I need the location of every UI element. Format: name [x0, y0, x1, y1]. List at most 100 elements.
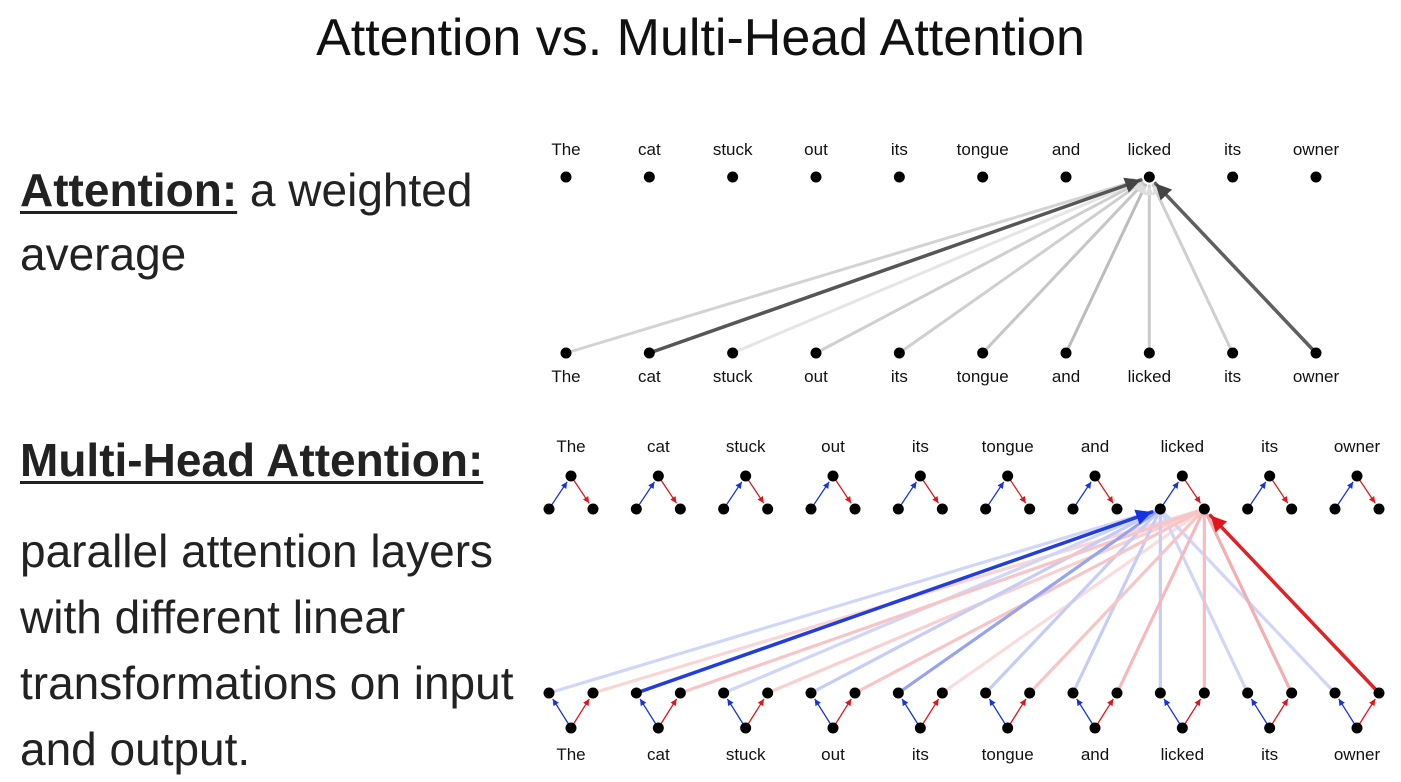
- mha-bottom-token-label: its: [912, 745, 929, 764]
- mha-bottom-head2-node: [1373, 687, 1385, 699]
- top-token-node: [977, 171, 989, 183]
- mha-top-head2-node: [587, 503, 599, 515]
- mha-top-token-node: [1089, 470, 1101, 482]
- bottom-token-label: stuck: [713, 367, 753, 386]
- mha-top-head1-node: [1329, 503, 1341, 515]
- top-token-label: The: [551, 140, 580, 159]
- attention-edge: [647, 177, 1143, 355]
- top-token-label: out: [804, 140, 828, 159]
- head2-input-projection: [1094, 698, 1114, 729]
- mha-bottom-token-label: cat: [647, 745, 670, 764]
- bottom-token-node: [643, 347, 655, 359]
- multihead-attention-heading: Multi-Head Attention:: [20, 428, 483, 492]
- top-token-label: its: [891, 140, 908, 159]
- mha-bottom-head1-node: [1242, 687, 1254, 699]
- top-token-node: [810, 171, 822, 183]
- attention-definition: Attention: a weighted average: [20, 158, 510, 286]
- mha-top-token-label: stuck: [726, 437, 766, 456]
- head1-input-projection: [814, 698, 834, 729]
- bottom-token-label: tongue: [957, 367, 1009, 386]
- mha-top-token-node: [740, 470, 752, 482]
- mha-top-head1-node: [718, 503, 730, 515]
- mha-bottom-head2-node: [849, 687, 861, 699]
- head2-attention-edge: [1205, 512, 1294, 695]
- top-token-node: [643, 171, 655, 183]
- mha-bottom-token-node: [1264, 722, 1276, 734]
- mha-bottom-token-node: [652, 722, 664, 734]
- bottom-token-label: owner: [1293, 367, 1340, 386]
- mha-bottom-head2-node: [1286, 687, 1298, 699]
- top-token-node: [560, 171, 572, 183]
- multihead-definition-text: parallel attention layers with different…: [20, 525, 514, 775]
- mha-top-token-node: [1264, 470, 1276, 482]
- attention-edge: [1153, 181, 1318, 355]
- bottom-token-node: [810, 347, 822, 359]
- head2-input-projection: [570, 698, 590, 729]
- mha-bottom-token-node: [1176, 722, 1188, 734]
- top-token-label: its: [1224, 140, 1241, 159]
- bottom-token-node: [1227, 347, 1239, 359]
- mha-top-token-node: [1176, 470, 1188, 482]
- top-token-node: [893, 171, 905, 183]
- attention-term: Attention:: [20, 164, 238, 216]
- head1-input-projection: [1163, 698, 1183, 729]
- mha-top-head2-node: [762, 503, 774, 515]
- top-token-node: [1227, 171, 1239, 183]
- attention-edge: [814, 179, 1143, 355]
- head1-input-projection: [639, 698, 659, 729]
- mha-bottom-head2-node: [1198, 687, 1210, 699]
- head1-input-projection: [1338, 698, 1358, 729]
- mha-bottom-token-label: tongue: [982, 745, 1034, 764]
- head1-attention-edge: [634, 509, 1154, 695]
- mha-bottom-head2-node: [762, 687, 774, 699]
- head2-attention-edge: [1028, 511, 1202, 695]
- head1-attention-edge: [984, 511, 1158, 695]
- mha-top-token-node: [652, 470, 664, 482]
- top-token-label: cat: [638, 140, 661, 159]
- bottom-token-label: its: [1224, 367, 1241, 386]
- attention-edge: [897, 180, 1144, 355]
- bottom-token-label: out: [804, 367, 828, 386]
- multihead-term: Multi-Head Attention:: [20, 434, 484, 486]
- mha-bottom-token-label: stuck: [726, 745, 766, 764]
- attention-edge: [564, 177, 1143, 355]
- bottom-token-node: [560, 347, 572, 359]
- mha-bottom-token-label: and: [1081, 745, 1109, 764]
- mha-top-head2-node: [1198, 503, 1210, 515]
- bottom-token-node: [977, 347, 989, 359]
- head2-input-projection: [1269, 698, 1289, 729]
- mha-bottom-token-label: out: [821, 745, 845, 764]
- mha-bottom-token-node: [565, 722, 577, 734]
- bottom-token-node: [1310, 347, 1322, 359]
- multi-head-attention-diagram: The The cat cat stuck stuck out out its its tongue…: [543, 437, 1385, 764]
- head1-input-projection: [901, 698, 921, 729]
- mha-bottom-token-node: [740, 722, 752, 734]
- mha-bottom-head1-node: [718, 687, 730, 699]
- mha-bottom-head1-node: [892, 687, 904, 699]
- mha-top-head1-node: [543, 503, 555, 515]
- bottom-token-label: its: [891, 367, 908, 386]
- mha-bottom-head1-node: [1154, 687, 1166, 699]
- head2-input-projection: [657, 698, 678, 729]
- head1-input-projection: [1250, 698, 1271, 729]
- mha-bottom-head2-node: [1024, 687, 1036, 699]
- mha-top-token-node: [1351, 470, 1363, 482]
- mha-bottom-head2-node: [674, 687, 686, 699]
- mha-top-head1-node: [980, 503, 992, 515]
- head2-input-projection: [1181, 698, 1202, 729]
- head2-input-projection: [832, 698, 852, 729]
- mha-top-head2-node: [1024, 503, 1036, 515]
- mha-bottom-token-node: [827, 722, 839, 734]
- attention-edge: [981, 182, 1145, 355]
- mha-top-token-node: [914, 470, 926, 482]
- mha-top-token-label: licked: [1161, 437, 1204, 456]
- head1-attention-edge: [547, 509, 1157, 695]
- mha-bottom-head2-node: [936, 687, 948, 699]
- bottom-token-node: [1143, 347, 1155, 359]
- mha-bottom-head1-node: [1067, 687, 1079, 699]
- mha-bottom-head1-node: [980, 687, 992, 699]
- mha-bottom-head2-node: [587, 687, 599, 699]
- mha-top-token-label: cat: [647, 437, 670, 456]
- head2-input-projection: [1007, 698, 1027, 729]
